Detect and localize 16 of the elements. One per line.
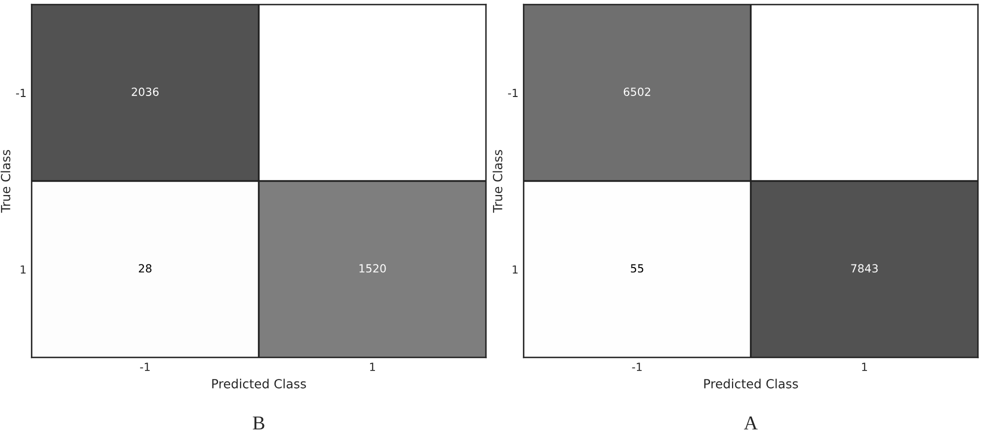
data-label: 7843 (851, 264, 878, 273)
text: B (252, 416, 264, 430)
data-label: 28 (138, 264, 152, 273)
y-axis-title: True Class (0, 150, 10, 213)
x-tick-label: 1 (370, 362, 375, 371)
x-axis-title: Predicted Class (704, 378, 798, 388)
x-tick-label: -1 (140, 362, 150, 371)
y-axis-title: True Class (492, 150, 502, 213)
data-label: 6502 (624, 88, 650, 96)
x-axis-title: Predicted Class (212, 378, 306, 388)
x-tick-label: 1 (862, 362, 867, 371)
x-tick-label: -1 (632, 362, 642, 371)
data-label: 1520 (360, 264, 386, 273)
data-label: 2036 (132, 88, 159, 96)
text: A (744, 416, 758, 430)
data-label: 55 (630, 264, 644, 273)
